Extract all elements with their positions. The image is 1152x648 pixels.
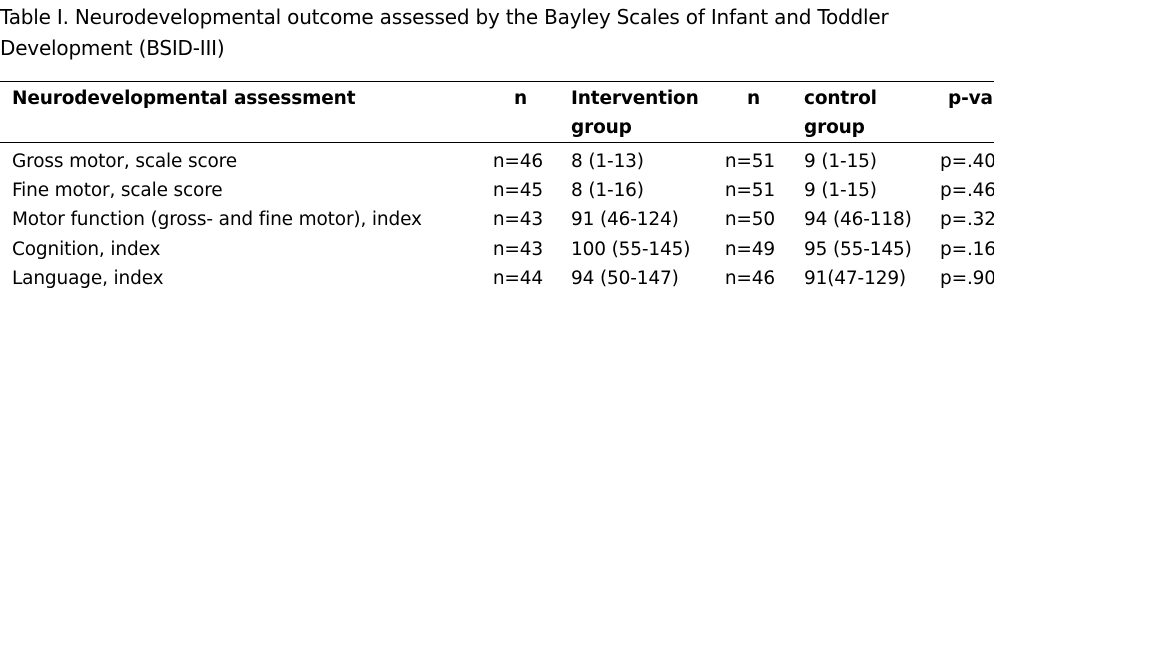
table-body: Gross motor, scale score n=46 8 (1-13) n… bbox=[0, 143, 994, 292]
cell-p-value: p=.40 bbox=[940, 151, 994, 172]
cell-assessment: Language, index bbox=[12, 267, 164, 289]
header-control-group: control group bbox=[804, 82, 940, 143]
table-row: Fine motor, scale score n=45 8 (1-16) n=… bbox=[0, 176, 994, 205]
header-row: Neurodevelopmental assessment n Interven… bbox=[0, 81, 994, 143]
header-control-line1: control bbox=[804, 88, 877, 109]
header-n-control: n bbox=[746, 88, 760, 109]
cell-p-value: p=.16 bbox=[940, 238, 994, 260]
cell-p-value: p=.90 bbox=[940, 267, 994, 289]
cell-assessment: Motor function (gross- and fine motor), … bbox=[12, 209, 422, 231]
cell-n-intervention: n=43 bbox=[492, 209, 543, 231]
table-row: Gross motor, scale score n=46 8 (1-13) n… bbox=[0, 143, 994, 177]
header-intervention-line1: Intervention bbox=[571, 88, 699, 109]
header-n-intervention: n bbox=[513, 88, 527, 109]
header-assessment: Neurodevelopmental assessment bbox=[12, 88, 356, 109]
cell-n-control: n=51 bbox=[724, 151, 775, 172]
cell-control: 95 (55-145) bbox=[804, 238, 912, 260]
cell-n-control: n=50 bbox=[724, 209, 775, 231]
header-control-line2: group bbox=[804, 117, 865, 138]
cell-p-value: p=.32 bbox=[940, 209, 994, 231]
cell-p-value: p=.46 bbox=[940, 180, 994, 202]
table-caption: Table I. Neurodevelopmental outcome asse… bbox=[0, 5, 889, 60]
cell-intervention: 8 (1-16) bbox=[571, 180, 644, 202]
cell-control: 9 (1-15) bbox=[804, 180, 877, 202]
table-viewport: Neurodevelopmental assessment n Interven… bbox=[0, 81, 994, 291]
cell-n-control: n=46 bbox=[724, 267, 775, 289]
cell-control: 94 (46-118) bbox=[804, 209, 912, 231]
header-intervention-group: Intervention group bbox=[571, 82, 706, 143]
table-header: Neurodevelopmental assessment n Interven… bbox=[0, 81, 994, 143]
header-intervention-line2: group bbox=[571, 117, 632, 138]
cell-intervention: 94 (50-147) bbox=[571, 267, 679, 289]
cell-control: 91(47-129) bbox=[804, 267, 907, 289]
cell-control: 9 (1-15) bbox=[804, 151, 877, 172]
cell-n-intervention: n=46 bbox=[492, 151, 543, 172]
cell-n-control: n=49 bbox=[724, 238, 775, 260]
table-row: Cognition, index n=43 100 (55-145) n=49 … bbox=[0, 235, 994, 264]
cell-n-intervention: n=43 bbox=[492, 238, 543, 260]
cell-n-intervention: n=45 bbox=[492, 180, 543, 202]
cell-intervention: 91 (46-124) bbox=[571, 209, 679, 231]
table-row: Motor function (gross- and fine motor), … bbox=[0, 205, 994, 234]
cell-assessment: Gross motor, scale score bbox=[12, 151, 237, 172]
cell-assessment: Cognition, index bbox=[12, 238, 161, 260]
cell-n-control: n=51 bbox=[724, 180, 775, 202]
cell-n-intervention: n=44 bbox=[492, 267, 543, 289]
cell-assessment: Fine motor, scale score bbox=[12, 180, 223, 202]
cell-intervention: 100 (55-145) bbox=[571, 238, 691, 260]
cell-intervention: 8 (1-13) bbox=[571, 151, 644, 172]
table-row: Language, index n=44 94 (50-147) n=46 91… bbox=[0, 264, 994, 291]
header-p-value: p-val bbox=[948, 88, 994, 109]
outcome-table: Neurodevelopmental assessment n Interven… bbox=[0, 81, 994, 291]
